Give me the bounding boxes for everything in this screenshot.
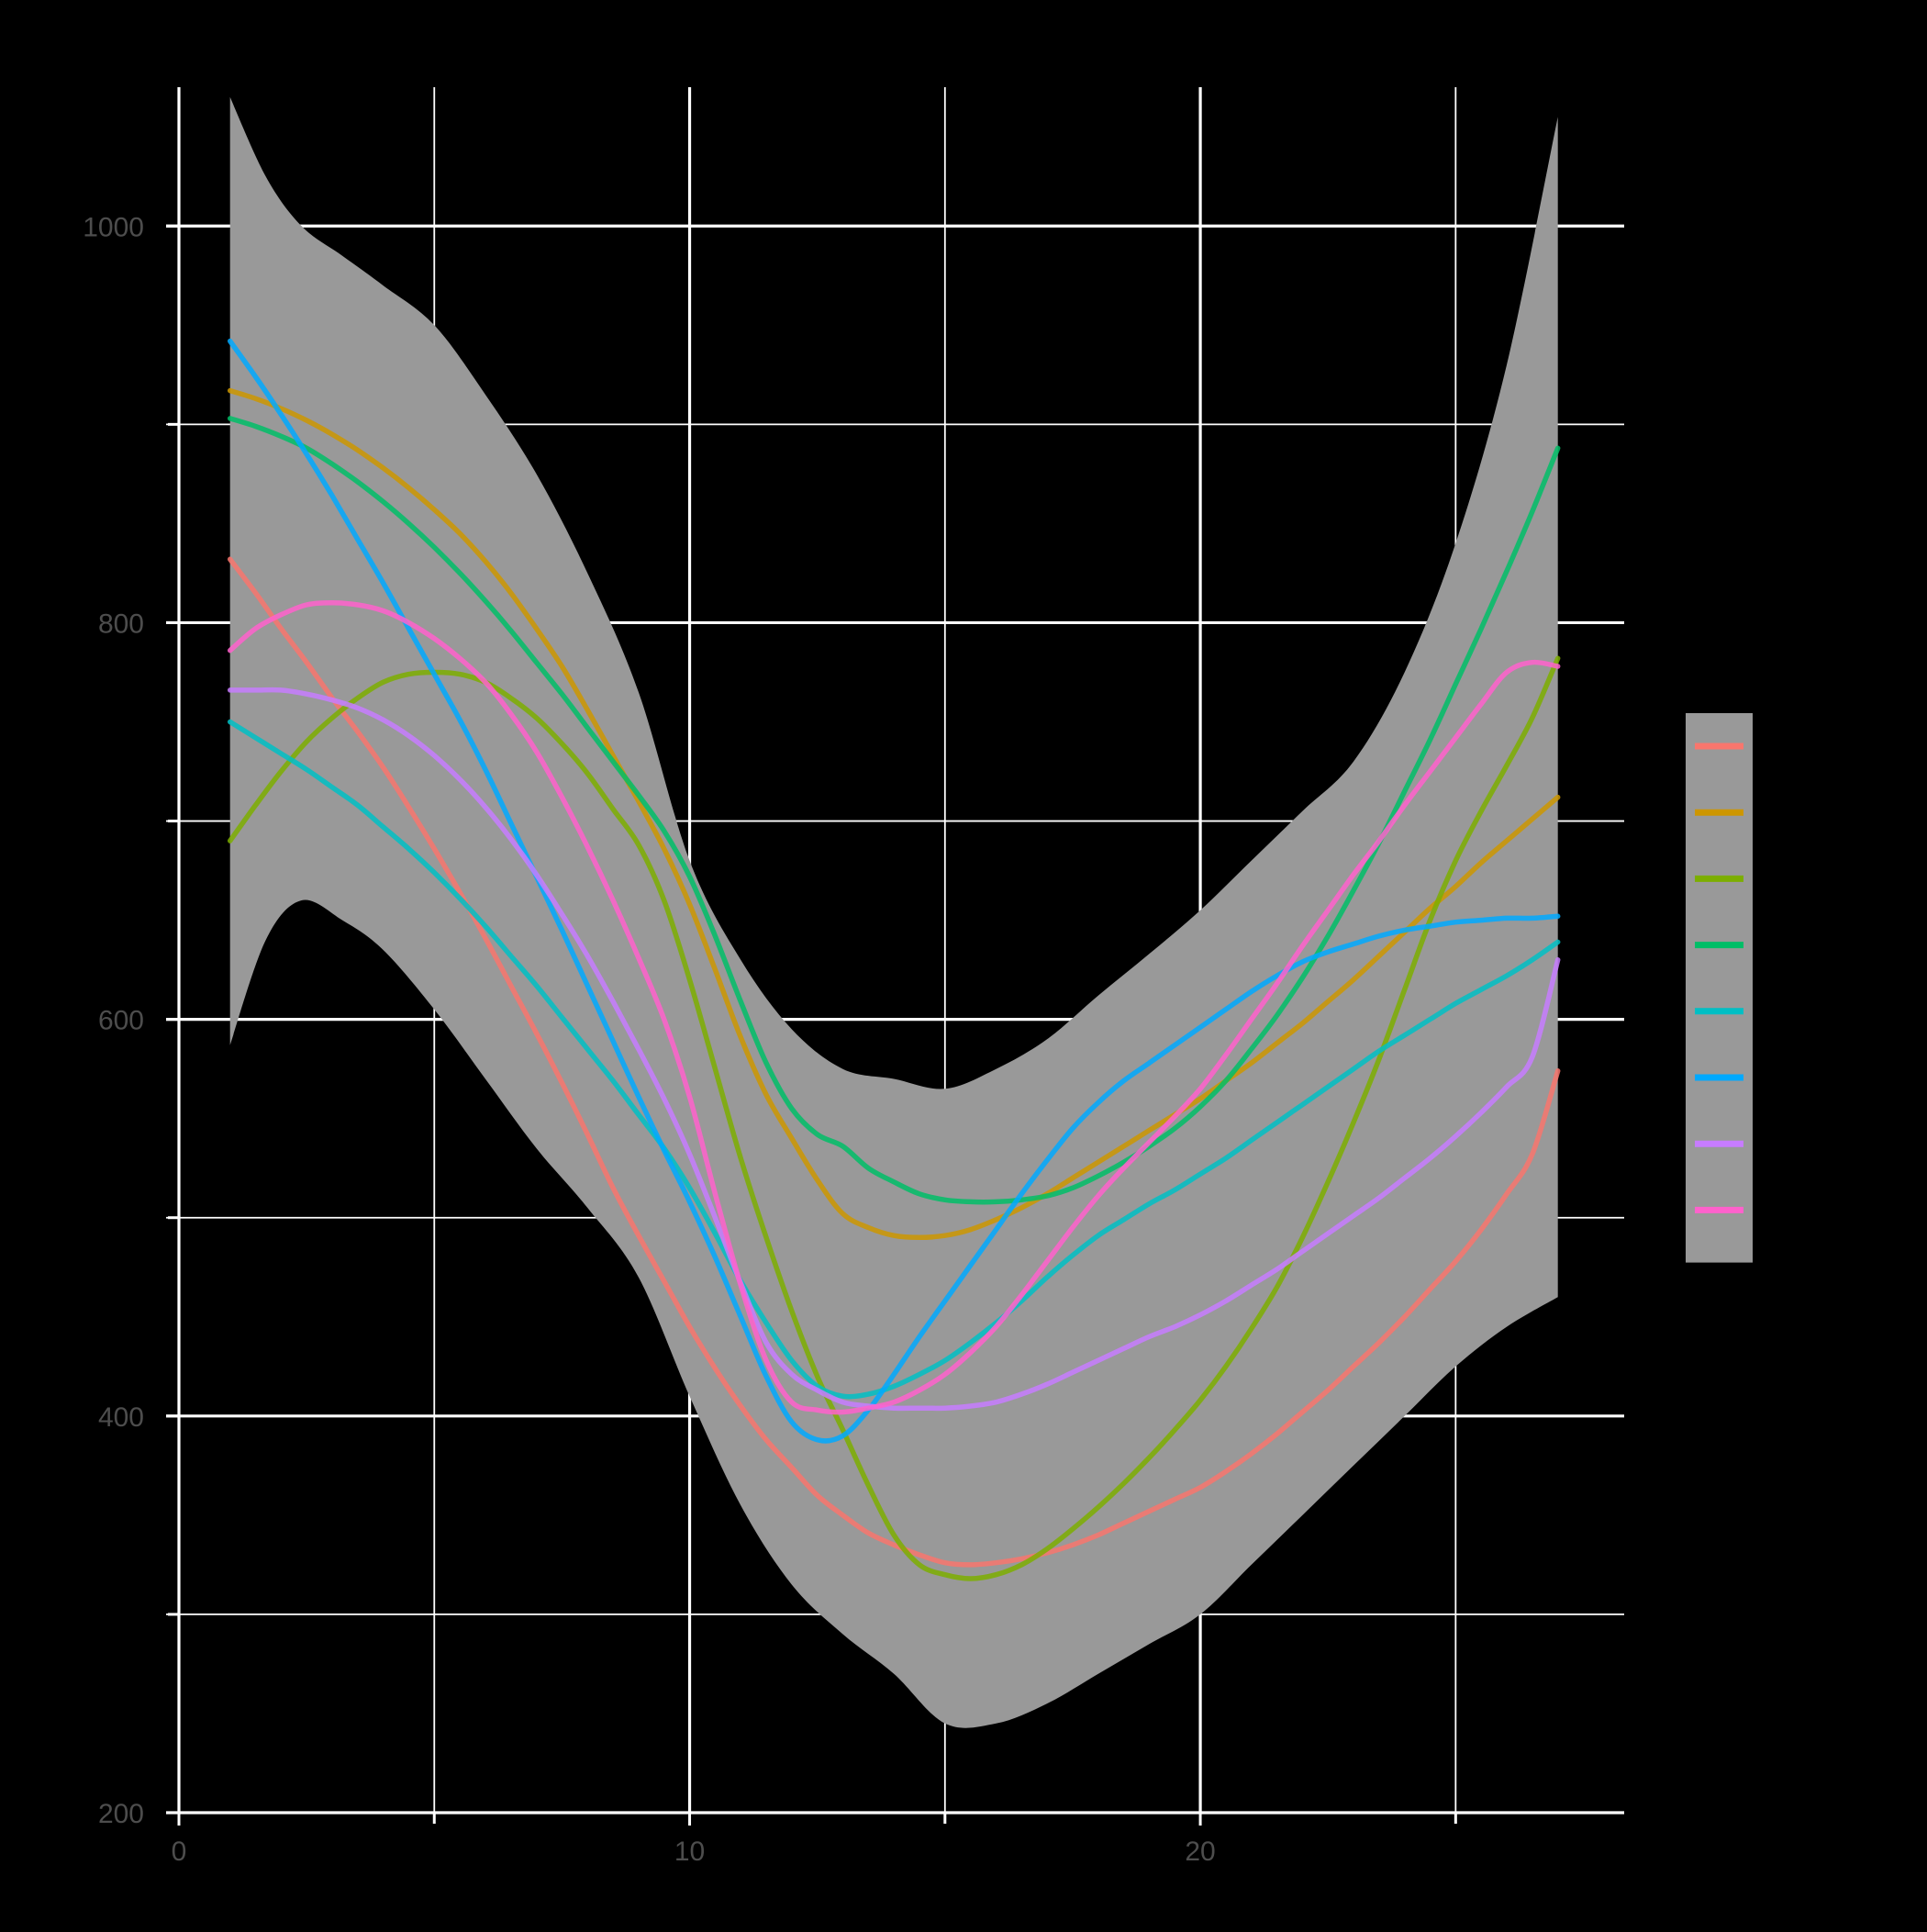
y-tick-label: 800 — [98, 609, 144, 639]
confidence-band-area — [229, 96, 1558, 1728]
series-line-5 — [227, 719, 1561, 1400]
confidence-band — [229, 96, 1558, 1728]
series-line-4 — [227, 416, 1561, 1205]
series-line-1 — [227, 556, 1561, 1568]
legend-box — [1686, 713, 1753, 1263]
x-tick-label: 10 — [674, 1837, 705, 1867]
y-tick-label: 1000 — [83, 212, 144, 242]
legend — [1686, 713, 1753, 1263]
x-tick-label: 20 — [1185, 1837, 1215, 1867]
series-line-6 — [227, 338, 1561, 1444]
series-line-2 — [227, 387, 1561, 1241]
series-line-3 — [227, 655, 1561, 1581]
y-tick-label: 600 — [98, 1006, 144, 1036]
x-tick-label: 0 — [172, 1837, 187, 1867]
axes: 200 400 600 800 1000 0 10 20 — [83, 87, 1624, 1867]
y-tick-label: 400 — [98, 1402, 144, 1433]
series-line-7 — [227, 687, 1561, 1412]
series-line-8 — [227, 600, 1561, 1415]
y-tick-label: 200 — [98, 1799, 144, 1829]
series-lines — [227, 338, 1561, 1581]
